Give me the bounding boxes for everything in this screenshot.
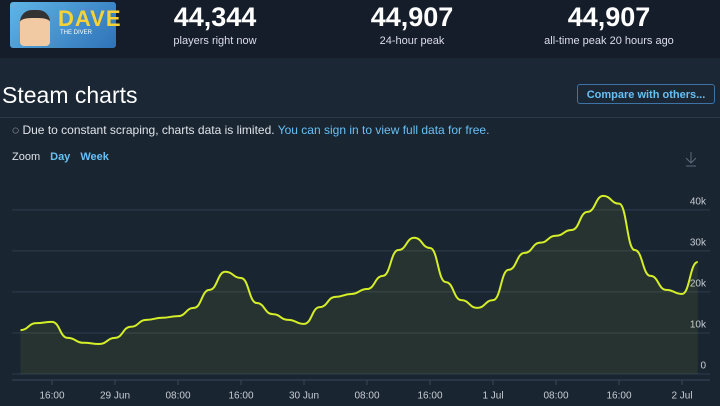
stat-label: 24-hour peak (379, 35, 445, 47)
x-tick-label: 2 Jul (671, 391, 692, 402)
compare-button[interactable]: Compare with others... (577, 84, 715, 104)
zoom-option[interactable]: Week (80, 151, 109, 163)
sign-in-link[interactable]: You can sign in to view full data for fr… (277, 123, 490, 137)
stat-label: all-time peak 20 hours ago (544, 35, 674, 47)
section-title: Steam charts (2, 82, 138, 108)
download-icon[interactable] (685, 152, 697, 167)
notice-text: Due to constant scraping, charts data is… (22, 123, 275, 137)
stat-label: players right now (173, 35, 257, 47)
x-tick-label: 08:00 (543, 391, 568, 402)
y-tick-label: 0 (700, 361, 706, 372)
stat: 44,907 24-hour peak (312, 2, 512, 47)
logo-title: DAVE (58, 6, 122, 31)
zoom-option[interactable]: Day (50, 151, 71, 163)
x-tick-label: 08:00 (354, 391, 379, 402)
stat-value: 44,907 (370, 2, 454, 32)
x-tick-label: 16:00 (39, 391, 64, 402)
x-tick-label: 16:00 (417, 391, 442, 402)
x-tick-label: 08:00 (165, 391, 190, 402)
y-tick-label: 40k (690, 196, 707, 207)
x-tick-label: 1 Jul (482, 391, 503, 402)
x-tick-label: 16:00 (606, 391, 631, 402)
y-tick-label: 10k (690, 320, 707, 331)
y-tick-label: 30k (690, 238, 707, 249)
stat: 44,907 all-time peak 20 hours ago (509, 2, 709, 47)
logo-art (20, 10, 50, 46)
x-tick-label: 30 Jun (289, 391, 319, 402)
stat-value: 44,344 (173, 2, 257, 32)
zoom: Zoom Day Week (12, 151, 109, 163)
area (20, 195, 698, 374)
header: DAVE THE DIVER 44,344 players right now 4… (0, 0, 720, 58)
x-tick-label: 16:00 (228, 391, 253, 402)
stat: 44,344 players right now (115, 2, 315, 47)
chart-panel (0, 117, 720, 406)
line (20, 194, 699, 346)
notice: ◌ Due to constant scraping, charts data … (12, 123, 490, 137)
game-logo[interactable]: DAVE THE DIVER (10, 2, 121, 48)
logo-subtitle: THE DIVER (60, 30, 93, 36)
stat-value: 44,907 (567, 2, 651, 32)
y-tick-label: 20k (690, 279, 707, 290)
x-tick-label: 29 Jun (100, 391, 130, 402)
zoom-label: Zoom (12, 151, 41, 163)
